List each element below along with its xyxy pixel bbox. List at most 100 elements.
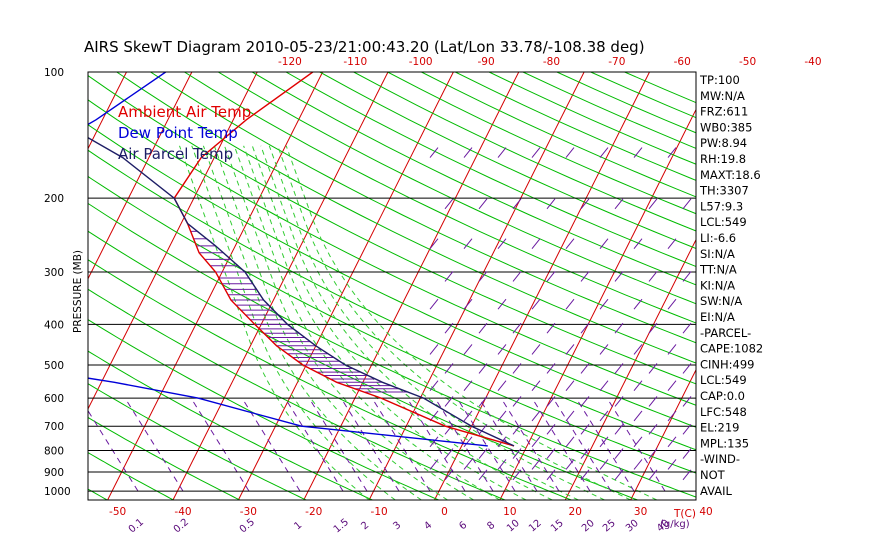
side-panel-item: SI:N/A xyxy=(700,247,735,261)
series-lines xyxy=(88,72,515,447)
mixing-ratio-tick: 6 xyxy=(457,520,469,533)
dry-adiabat-line xyxy=(88,259,572,500)
wind-barb-mark xyxy=(648,322,658,334)
wind-barb-mark xyxy=(429,147,439,158)
pressure-grid xyxy=(88,197,696,492)
wind-barb-mark xyxy=(478,396,488,407)
isotherm-line xyxy=(0,72,61,500)
dry-adiabat-line xyxy=(421,72,696,198)
wind-barb-mark xyxy=(648,448,658,459)
legend-dew-point-temp: Dew Point Temp xyxy=(118,124,238,142)
wind-barb-mark xyxy=(478,271,488,282)
dry-adiabat-line xyxy=(116,72,696,364)
wind-barb-mark xyxy=(580,322,590,334)
wind-barb-mark xyxy=(512,363,522,374)
dry-adiabat-line xyxy=(88,230,638,500)
mixing-ratio-tick: 25 xyxy=(601,518,618,535)
moist-adiabat-line xyxy=(233,145,501,500)
wind-barb-mark xyxy=(682,198,692,210)
dry-adiabat-line xyxy=(319,72,696,250)
wind-barb-mark xyxy=(512,322,522,334)
wind-barb-mark xyxy=(478,424,488,435)
wind-barb-mark xyxy=(599,344,609,355)
wind-barb-mark xyxy=(497,380,507,392)
plot-frame xyxy=(87,71,697,501)
wind-barb-mark xyxy=(614,448,624,459)
mixing-ratio-line xyxy=(434,397,494,492)
mixing-unit-label: (g/kg) xyxy=(660,519,690,530)
wind-barb-mark xyxy=(546,448,556,459)
pressure-tick: 500 xyxy=(44,360,64,372)
mixing-ratio-line xyxy=(531,397,591,492)
wind-barb-mark xyxy=(478,448,488,459)
wind-barb-mark xyxy=(429,410,439,422)
isotherm-line xyxy=(107,72,324,500)
dry-adiabat-line xyxy=(184,72,696,324)
pressure-tick: 600 xyxy=(44,393,64,405)
side-panel-item: KI:N/A xyxy=(700,278,735,292)
bottom-temp-tick: -20 xyxy=(305,506,322,518)
mixing-ratio-line xyxy=(241,397,301,492)
wind-barb-mark xyxy=(531,380,541,392)
dry-adiabat-line xyxy=(88,124,696,428)
mixing-ratio-tick: 20 xyxy=(580,518,597,535)
legend-ambient-air-temp: Ambient Air Temp xyxy=(118,103,251,121)
wind-barb-mark xyxy=(531,147,541,158)
wind-barb-mark xyxy=(682,322,692,334)
moist-adiabat-line xyxy=(179,145,370,500)
legend-air-parcel-temp: Air Parcel Temp xyxy=(118,145,233,163)
mixing-ratio-tick: 1 xyxy=(292,520,304,533)
air-parcel-temp-line xyxy=(88,136,515,447)
wind-barb-mark xyxy=(614,469,624,481)
isotherm-line xyxy=(564,238,696,500)
wind-barb-mark xyxy=(546,322,556,334)
bottom-temp-tick: 10 xyxy=(503,506,516,518)
wind-barb-mark xyxy=(667,380,677,392)
wind-barb-mark xyxy=(599,410,609,422)
side-panel-item: AVAIL xyxy=(700,484,733,498)
isotherm-grid xyxy=(0,72,696,500)
wind-barb-mark xyxy=(648,469,658,481)
wind-barb-mark xyxy=(648,271,658,282)
mixing-ratio-tick: 8 xyxy=(485,520,497,533)
wind-barb-mark xyxy=(478,198,488,210)
dry-adiabat-line xyxy=(353,72,696,232)
wind-barb-mark xyxy=(633,238,643,250)
dry-adiabat-line xyxy=(88,416,241,500)
wind-barb-mark xyxy=(633,436,643,448)
wind-barb-mark xyxy=(497,238,507,250)
dry-adiabat-line xyxy=(88,75,696,385)
dry-adiabat-line xyxy=(88,288,506,500)
mixing-ratio-tick: 1.5 xyxy=(332,517,351,536)
side-panel-item: LI:-6.6 xyxy=(700,231,736,245)
ambient-air-temp-line xyxy=(173,72,515,447)
wind-barb-mark xyxy=(682,424,692,435)
mixing-ratio-tick: 30 xyxy=(624,518,641,535)
wind-barb-mark xyxy=(565,380,575,392)
wind-barb-mark xyxy=(546,396,556,407)
dew-point-temp-line xyxy=(88,72,488,447)
wind-barb-mark xyxy=(614,271,624,282)
top-temp-tick: -110 xyxy=(343,56,367,68)
moist-adiabat-line xyxy=(285,145,658,500)
pressure-tick: 200 xyxy=(44,193,64,205)
isotherm-line xyxy=(368,72,585,500)
wind-barb-mark xyxy=(648,198,658,210)
top-temp-tick: -70 xyxy=(608,56,625,68)
isotherm-line xyxy=(172,72,389,500)
dry-adiabat-line xyxy=(285,72,696,268)
wind-barb-mark xyxy=(546,469,556,481)
pressure-tick: 800 xyxy=(44,446,64,458)
wind-barb-mark xyxy=(463,410,473,422)
wind-barb-mark xyxy=(463,298,473,310)
wind-barb-mark xyxy=(667,459,677,470)
side-panel-item: EL:219 xyxy=(700,421,740,435)
wind-barb-mark xyxy=(667,436,677,448)
wind-barb-mark xyxy=(565,238,575,250)
wind-barb-mark xyxy=(546,363,556,374)
side-panel-item: LCL:549 xyxy=(700,215,747,229)
side-panel-item: LCL:549 xyxy=(700,373,747,387)
wind-barb-mark xyxy=(463,436,473,448)
